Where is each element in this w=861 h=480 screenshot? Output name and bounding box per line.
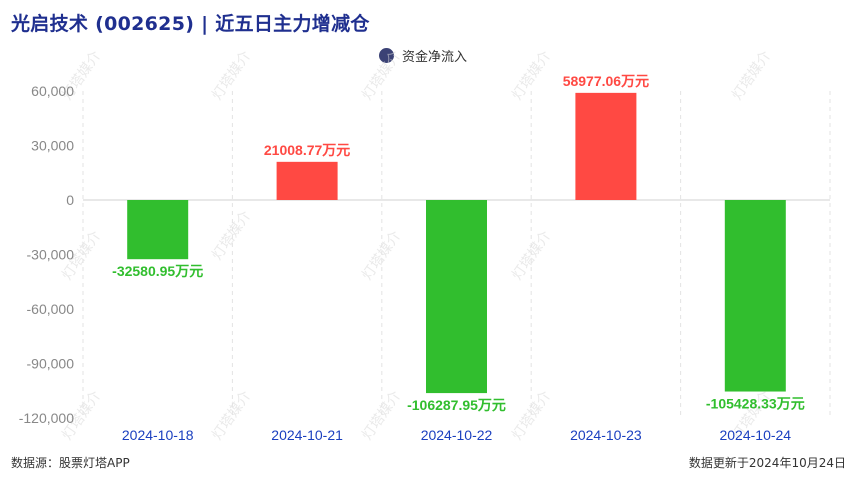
- chart-title: 光启技术 (002625) | 近五日主力增减仓: [11, 13, 370, 35]
- data-label: -106287.95万元: [407, 397, 506, 413]
- bar: [276, 161, 338, 200]
- bar: [724, 200, 786, 392]
- y-tick-label: 0: [66, 192, 74, 208]
- y-tick-label: -120,000: [19, 410, 74, 426]
- x-tick-label: 2024-10-22: [421, 427, 493, 443]
- y-tick-label: -30,000: [27, 247, 75, 263]
- x-tick-label: 2024-10-21: [271, 427, 343, 443]
- data-label: -105428.33万元: [706, 396, 805, 412]
- legend[interactable]: 资金净流入: [379, 46, 467, 65]
- data-source: 数据源：股票灯塔APP: [11, 456, 130, 470]
- bar: [575, 92, 637, 200]
- watermark: 灯塔媒介: [509, 228, 554, 283]
- x-tick-label: 2024-10-18: [122, 427, 194, 443]
- x-axis: 2024-10-18 2024-10-21 2024-10-22 2024-10-23…: [122, 427, 791, 443]
- legend-label: 资金净流入: [402, 50, 468, 65]
- bar: [127, 200, 189, 260]
- y-tick-label: 30,000: [31, 138, 74, 154]
- bar: [426, 200, 487, 394]
- y-axis: 60,000 30,000 0 -30,000 -60,000 -90,000 -120,0…: [19, 83, 74, 426]
- x-tick-label: 2024-10-24: [719, 427, 791, 443]
- data-label: 21008.77万元: [264, 142, 350, 158]
- x-tick-label: 2024-10-23: [570, 427, 642, 443]
- y-tick-label: -90,000: [27, 356, 75, 372]
- watermark: 灯塔媒介: [209, 208, 254, 263]
- watermark: 灯塔媒介: [209, 48, 254, 103]
- bars-layer: [127, 92, 786, 394]
- data-label: -32580.95万元: [112, 263, 203, 279]
- data-label: 58977.06万元: [563, 73, 649, 89]
- watermark: 灯塔媒介: [509, 388, 554, 443]
- y-tick-label: 60,000: [31, 83, 74, 99]
- watermark: 灯塔媒介: [209, 388, 254, 443]
- data-labels-layer: -32580.95万元 21008.77万元 -106287.95万元 58977.0…: [112, 73, 805, 413]
- y-tick-label: -60,000: [27, 301, 75, 317]
- watermark: 灯塔媒介: [729, 48, 774, 103]
- watermark: 灯塔媒介: [509, 48, 554, 103]
- update-date: 数据更新于2024年10月24日: [688, 456, 846, 470]
- legend-marker: [379, 48, 394, 63]
